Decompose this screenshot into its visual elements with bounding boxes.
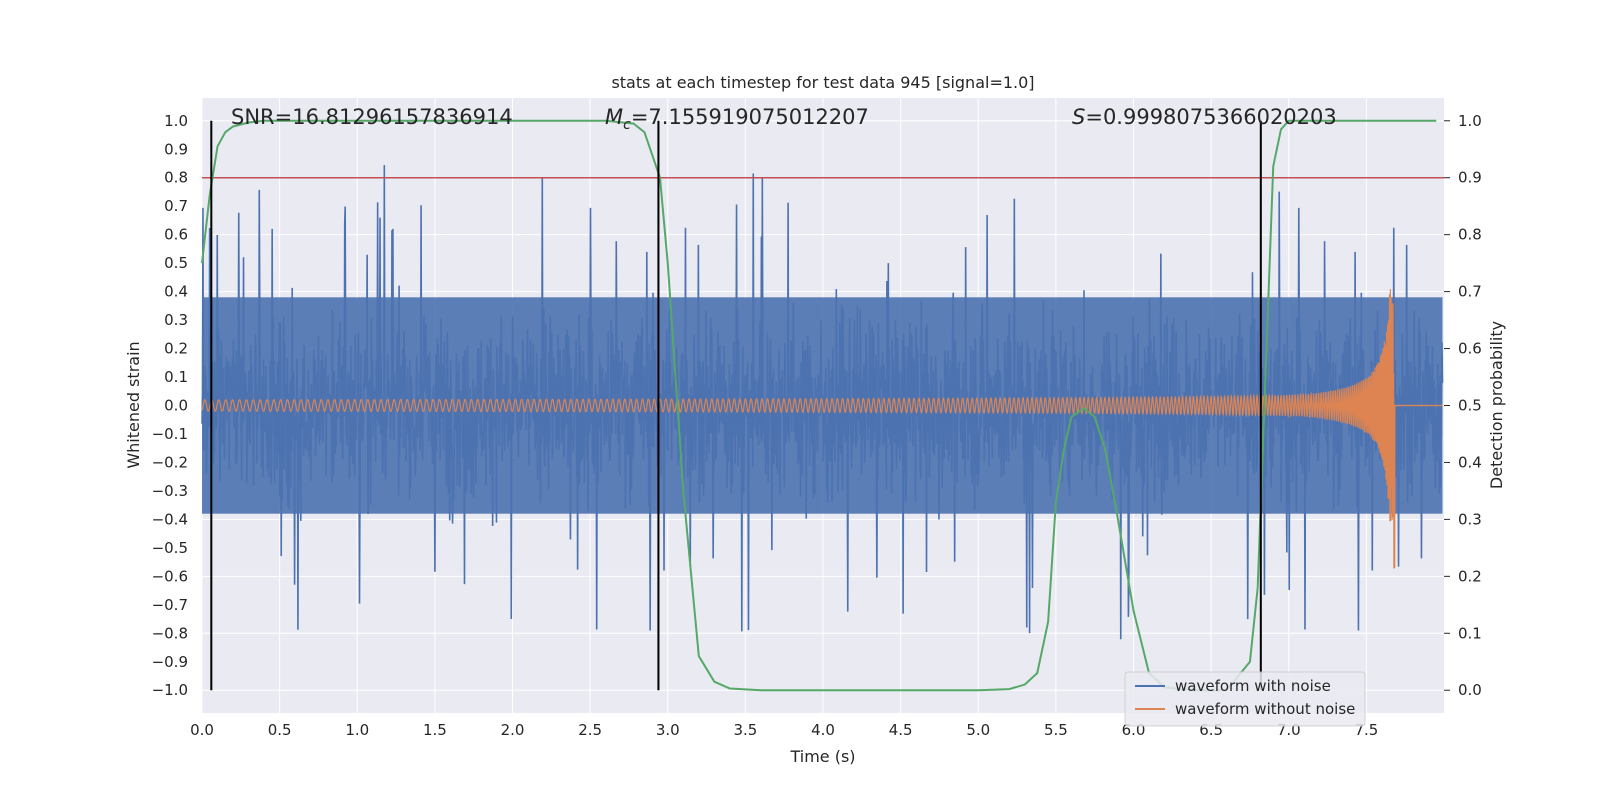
score-symbol: S [1072, 105, 1085, 129]
left-y-tick-label-2: 0.8 [164, 169, 188, 187]
score-value: =0.9998075366020203 [1085, 105, 1336, 129]
x-axis-label: Time (s) [789, 747, 855, 766]
clean-waveform-line [201, 289, 1443, 569]
x-tick-label-10: 5.0 [966, 721, 990, 739]
right-y-tick-label-9: 0.1 [1458, 624, 1482, 642]
right-y-tick-label-1: 0.9 [1458, 169, 1482, 187]
x-tick-label-3: 1.5 [423, 721, 447, 739]
right-y-tick-label-10: 0.0 [1458, 681, 1482, 699]
left-y-axis-ticks: 1.0 0.9 0.8 0.7 0.6 0.5 0.4 0.3 0.2 0.1 0.0 −0.1 −0.… [152, 112, 188, 699]
right-y-tick-label-0: 1.0 [1458, 112, 1482, 130]
left-y-tick-label-14: −0.4 [152, 510, 188, 528]
legend-label-noise: waveform with noise [1175, 677, 1331, 695]
right-y-tick-label-5: 0.5 [1458, 397, 1482, 415]
left-y-tick-label-7: 0.3 [164, 311, 188, 329]
left-y-tick-label-20: −1.0 [152, 681, 188, 699]
left-y-tick-label-9: 0.1 [164, 368, 188, 386]
x-tick-label-2: 1.0 [345, 721, 369, 739]
x-tick-label-4: 2.0 [501, 721, 525, 739]
right-y-tick-label-4: 0.6 [1458, 340, 1482, 358]
score-annotation: S=0.9998075366020203 [1072, 105, 1337, 129]
chirp-mass-subscript: c [623, 117, 631, 133]
snr-annotation: SNR=16.81296157836914 [231, 105, 513, 129]
left-y-tick-label-19: −0.9 [152, 653, 188, 671]
left-y-tick-label-11: −0.1 [152, 425, 188, 443]
left-y-tick-label-8: 0.2 [164, 340, 188, 358]
left-y-tick-label-15: −0.5 [152, 539, 188, 557]
vertical-markers [210, 120, 1262, 691]
x-tick-label-11: 5.5 [1044, 721, 1068, 739]
chirp-mass-symbol: M [605, 105, 623, 129]
chirp-mass-annotation: Mc=7.155919075012207 [605, 105, 869, 133]
left-y-tick-label-1: 0.9 [164, 140, 188, 158]
left-y-tick-label-6: 0.4 [164, 283, 188, 301]
chirp-mass-value: =7.155919075012207 [631, 105, 869, 129]
x-tick-label-9: 4.5 [889, 721, 913, 739]
x-tick-label-1: 0.5 [268, 721, 292, 739]
x-tick-label-7: 3.5 [733, 721, 757, 739]
legend-box [1124, 671, 1366, 727]
right-y-tick-label-3: 0.7 [1458, 283, 1482, 301]
left-y-tick-label-3: 0.7 [164, 197, 188, 215]
left-y-tick-label-5: 0.5 [164, 254, 188, 272]
left-y-tick-label-18: −0.8 [152, 624, 188, 642]
left-y-tick-label-0: 1.0 [164, 112, 188, 130]
legend-label-clean: waveform without noise [1175, 700, 1355, 718]
right-y-tick-label-2: 0.8 [1458, 226, 1482, 244]
chart-title: stats at each timestep for test data 945… [611, 73, 1034, 92]
x-tick-label-6: 3.0 [656, 721, 680, 739]
x-tick-label-0: 0.0 [190, 721, 214, 739]
x-tick-label-8: 4.0 [811, 721, 835, 739]
x-tick-label-5: 2.5 [578, 721, 602, 739]
clean-waveform-series [201, 289, 1443, 569]
left-y-tick-label-4: 0.6 [164, 226, 188, 244]
right-y-tick-label-8: 0.2 [1458, 567, 1482, 585]
left-y-tick-label-13: −0.3 [152, 482, 188, 500]
y-axis-label-right: Detection probability [1487, 321, 1506, 489]
right-y-axis-ticks: 1.0 0.9 0.8 0.7 0.6 0.5 0.4 0.3 0.2 0.1 0.0 [1444, 112, 1482, 699]
left-y-tick-label-16: −0.6 [152, 567, 188, 585]
left-y-tick-label-12: −0.2 [152, 453, 188, 471]
left-y-tick-label-17: −0.7 [152, 596, 188, 614]
left-y-tick-label-10: 0.0 [164, 397, 188, 415]
legend: waveform with noise waveform without noi… [1124, 671, 1366, 727]
right-y-tick-label-7: 0.3 [1458, 510, 1482, 528]
right-y-tick-label-6: 0.4 [1458, 453, 1482, 471]
y-axis-label-left: Whitened strain [124, 341, 143, 468]
